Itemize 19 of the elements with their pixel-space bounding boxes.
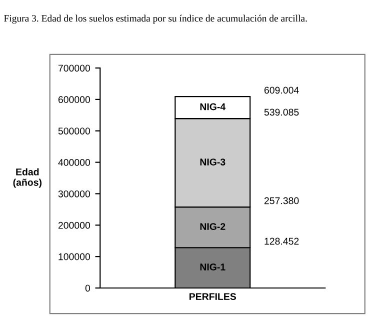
y-tick-label: 700000 bbox=[58, 64, 90, 72]
y-tick-label: 100000 bbox=[58, 253, 90, 260]
chart-title: Figura 3. Edad de los suelos estimada por su índice de acumulación de arcilla. bbox=[4, 14, 307, 24]
series-label: NIG-2 bbox=[200, 223, 226, 230]
x-tick-label: PERFILES bbox=[190, 293, 236, 300]
series-label: NIG-4 bbox=[200, 103, 226, 110]
series-label: NIG-1 bbox=[200, 264, 226, 270]
annotation: 539.085 bbox=[264, 108, 299, 116]
annotation: 257.380 bbox=[264, 197, 299, 204]
annotation: 609.004 bbox=[264, 86, 299, 94]
series-label: NIG-3 bbox=[200, 158, 226, 166]
annotation: 128.452 bbox=[264, 238, 299, 245]
y-tick-label: 300000 bbox=[58, 190, 90, 198]
y-tick-label: 500000 bbox=[58, 128, 90, 134]
y-tick-label: 600000 bbox=[58, 96, 90, 104]
y-axis-title: Edad (años) bbox=[13, 168, 42, 188]
y-tick-label: 0 bbox=[85, 284, 90, 292]
y-tick-label: 200000 bbox=[58, 222, 90, 229]
y-tick-label: 400000 bbox=[58, 159, 90, 166]
